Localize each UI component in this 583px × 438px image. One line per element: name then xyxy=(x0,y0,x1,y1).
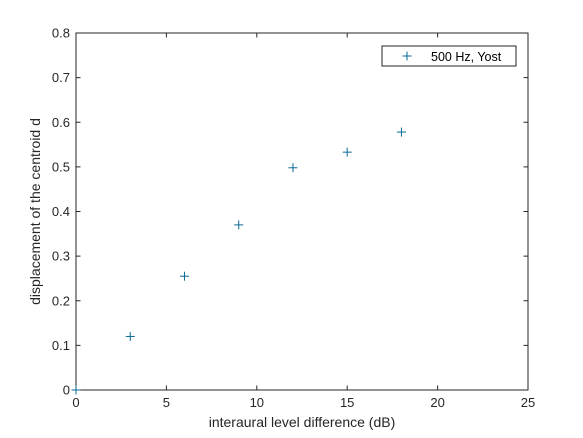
y-tick-label: 0.5 xyxy=(52,159,70,174)
data-point xyxy=(71,385,81,395)
data-point xyxy=(125,331,135,341)
y-axis-label: displacement of the centroid d xyxy=(27,118,43,305)
y-tick-label: 0 xyxy=(63,383,70,398)
y-tick-label: 0.3 xyxy=(52,249,70,264)
y-tick-label: 0.8 xyxy=(52,26,70,41)
data-point xyxy=(179,271,189,281)
data-point xyxy=(396,127,406,137)
y-tick-label: 0.4 xyxy=(52,204,70,219)
plot-frame xyxy=(75,32,529,391)
x-axis-label: interaural level difference (dB) xyxy=(209,414,396,430)
data-point xyxy=(342,147,352,157)
plot-area xyxy=(76,33,528,390)
legend-box xyxy=(381,45,517,67)
y-tick-label: 0.7 xyxy=(52,70,70,85)
y-tick-label: 0.2 xyxy=(52,293,70,308)
x-tick-label: 10 xyxy=(250,395,264,410)
data-point xyxy=(288,163,298,173)
legend-marker-plus xyxy=(402,51,412,61)
legend-entry-label: 500 Hz, Yost xyxy=(431,50,502,64)
y-tick-label: 0.6 xyxy=(52,115,70,130)
x-tick-label: 15 xyxy=(340,395,354,410)
x-tick-label: 5 xyxy=(163,395,170,410)
data-point xyxy=(234,220,244,230)
x-tick-label: 0 xyxy=(72,395,79,410)
x-tick-label: 25 xyxy=(521,395,535,410)
y-tick-label: 0.1 xyxy=(52,338,70,353)
x-tick-label: 20 xyxy=(430,395,444,410)
legend: 500 Hz, Yost xyxy=(381,45,517,67)
